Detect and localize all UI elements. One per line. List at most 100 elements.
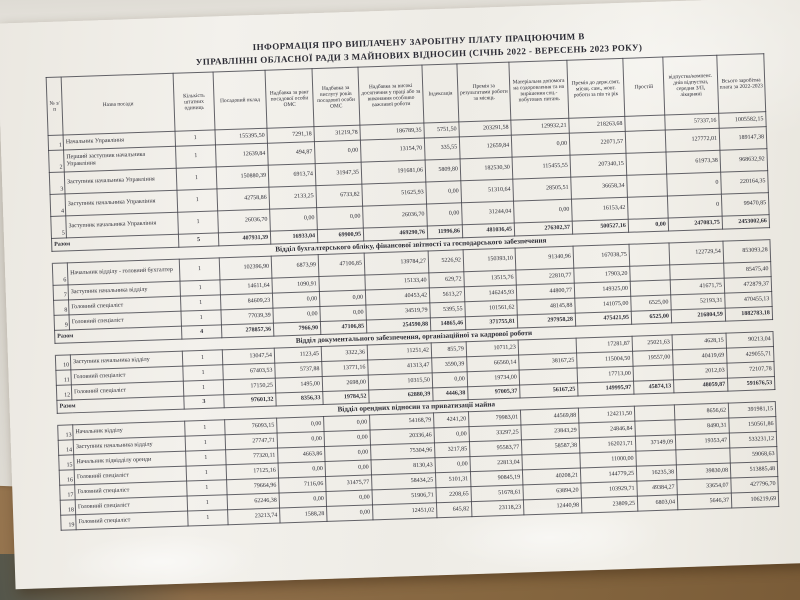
staff-units: 1: [182, 349, 223, 367]
cell-value: [624, 115, 666, 132]
staff-units: 1: [175, 145, 217, 169]
cell-value: 146245,93: [464, 285, 517, 302]
cell-value: 17125,16: [226, 463, 279, 480]
cell-value: 5809,80: [425, 158, 461, 183]
cell-value: 7116,06: [278, 476, 327, 494]
cell-value: 6913,74: [268, 163, 316, 188]
cell-value: 91340,96: [515, 246, 574, 271]
cell-value: 26036,70: [362, 204, 428, 229]
cell-value: 51678,61: [470, 485, 524, 502]
cell-value: 115455,55: [512, 155, 571, 180]
cell-value: 0,00: [319, 305, 367, 322]
cell-value: 189147,38: [719, 126, 767, 151]
cell-value: 23809,25: [581, 496, 638, 514]
cell-value: 167038,75: [573, 244, 630, 269]
cell-value: 155395,50: [214, 128, 268, 146]
cell-value: 2208,65: [435, 486, 472, 503]
row-number: 3: [49, 172, 66, 195]
column-header: Назва посади: [61, 73, 176, 136]
cell-value: 645,82: [436, 501, 472, 518]
cell-value: 102396,90: [219, 256, 272, 280]
cell-value: 37149,09: [635, 434, 676, 452]
cell-value: 429055,71: [726, 346, 774, 364]
cell-value: 36658,34: [570, 175, 628, 200]
staff-units: 1: [177, 210, 219, 235]
cell-value: 47106,85: [318, 253, 365, 277]
cell-value: 391981,15: [728, 401, 776, 419]
cell-value: 0,00: [513, 199, 573, 224]
cell-value: 0,00: [277, 431, 325, 449]
cell-value: 533231,12: [729, 431, 777, 449]
row-number: 15: [58, 454, 75, 471]
cell-value: 0,00: [269, 207, 318, 232]
cell-value: 3322,36: [321, 345, 368, 362]
column-header: Індексація: [421, 63, 459, 124]
cell-value: 27747,71: [225, 433, 278, 450]
row-number: 7: [53, 284, 69, 301]
cell-value: 0,00: [326, 505, 374, 522]
row-number: 8: [53, 299, 70, 316]
cell-value: [634, 419, 676, 437]
cell-value: 6525,00: [630, 295, 672, 312]
staff-units: 1: [186, 464, 227, 482]
cell-value: 0,00: [278, 461, 326, 479]
cell-value: 13047,54: [222, 348, 275, 365]
cell-value: 122729,54: [668, 241, 724, 266]
cell-value: 19557,00: [632, 349, 674, 367]
row-number: 5: [50, 216, 67, 239]
cell-value: 1123,45: [274, 346, 322, 364]
cell-value: 12659,84: [459, 135, 513, 159]
cell-value: 4663,86: [277, 446, 326, 464]
cell-value: 470455,13: [724, 291, 773, 309]
cell-value: 31475,77: [325, 475, 373, 492]
cell-value: 182530,30: [460, 157, 513, 181]
cell-value: 220164,35: [720, 170, 769, 195]
cell-value: 1005582,15: [718, 111, 767, 129]
cell-value: 76093,15: [224, 418, 278, 435]
row-number: 11: [55, 369, 72, 386]
cell-value: 31219,78: [313, 125, 361, 142]
staff-units: 1: [176, 189, 218, 213]
column-header: Премія за результатами роботи за місяць: [456, 62, 511, 122]
cell-value: 513885,48: [730, 461, 778, 479]
cell-value: 5101,31: [435, 471, 471, 488]
cell-value: 0,00: [272, 306, 321, 324]
total-value: 11996,86: [427, 224, 463, 240]
cell-value: 139784,27: [364, 251, 429, 276]
cell-value: 106219,69: [731, 491, 779, 509]
cell-value: 0,00: [432, 371, 468, 388]
cell-value: 0,00: [434, 456, 471, 473]
cell-value: 5737,88: [274, 361, 323, 379]
cell-value: [629, 243, 670, 267]
column-header: Надбавка за ранг посадової особи ОМС: [265, 68, 314, 129]
cell-value: 12639,84: [215, 143, 269, 168]
cell-value: 0,00: [425, 180, 462, 205]
cell-value: [630, 280, 671, 297]
staff-units: 1: [176, 167, 217, 191]
column-header: Премія до держ.свят, місяц. сам., жовт. …: [566, 58, 625, 119]
cell-value: 150561,86: [728, 416, 777, 434]
cell-value: 5646,37: [677, 493, 732, 510]
cell-value: [318, 275, 366, 292]
cell-value: 23118,23: [471, 500, 524, 517]
staff-units: 1: [187, 509, 229, 527]
cell-value: 90845,19: [470, 470, 523, 487]
cell-value: 2133,25: [268, 185, 317, 210]
cell-value: 0,00: [323, 415, 371, 432]
staff-units: 1: [180, 309, 222, 327]
cell-value: 13154,70: [360, 138, 426, 163]
staff-units: 1: [187, 494, 228, 512]
cell-value: 5226,92: [428, 249, 464, 274]
cell-value: 79983,01: [468, 410, 521, 427]
cell-value: 77039,39: [220, 308, 274, 325]
cell-value: 77320,11: [225, 448, 279, 465]
cell-value: 1090,91: [271, 276, 320, 294]
cell-value: 99470,85: [721, 192, 770, 217]
row-number: 4: [50, 194, 66, 217]
cell-value: 427796,70: [730, 476, 779, 494]
cell-value: 494,87: [267, 141, 316, 166]
cell-value: 79664,96: [226, 478, 280, 495]
cell-value: [625, 152, 667, 176]
cell-value: 12451,02: [372, 502, 437, 521]
cell-value: 42758,86: [216, 187, 270, 211]
